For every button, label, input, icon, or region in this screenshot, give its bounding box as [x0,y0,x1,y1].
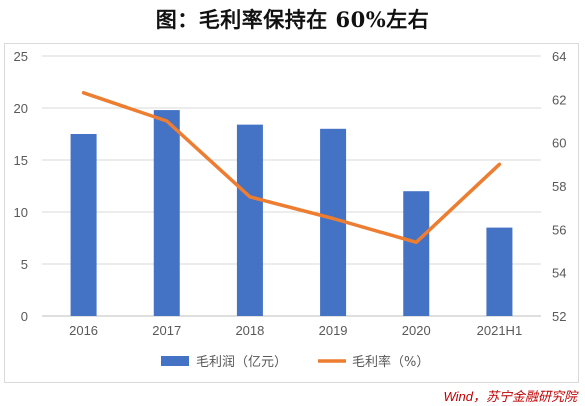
x-tick-label: 2019 [319,323,348,338]
left-tick-label: 25 [14,49,28,64]
bar [153,110,180,316]
left-tick-label: 0 [21,309,28,324]
right-tick-label: 62 [552,92,566,107]
bar [70,134,97,316]
bar [486,227,513,316]
left-tick-label: 10 [14,205,28,220]
legend: 毛利润（亿元） 毛利率（%） [161,354,429,370]
source-note: Wind，苏宁金融研究院 [443,389,577,404]
gridlines [42,55,541,317]
right-tick-label: 60 [552,136,566,151]
legend-label-line: 毛利率（%） [352,354,429,370]
chart-frame [4,43,579,383]
left-tick-label: 15 [14,153,28,168]
right-tick-label: 52 [552,309,566,324]
x-tick-label: 2016 [69,323,98,338]
right-tick-label: 56 [552,222,566,237]
x-tick-label: 2017 [152,323,181,338]
legend-label-bar: 毛利润（亿元） [196,355,287,370]
left-tick-label: 5 [21,257,28,272]
right-tick-label: 54 [552,266,566,281]
legend-swatch-bar [161,356,189,366]
line-path [81,91,502,245]
line-series [81,91,502,245]
x-tick-label: 2018 [235,323,264,338]
right-tick-label: 64 [552,49,566,64]
x-tick-label: 2020 [402,323,431,338]
bar [403,191,430,316]
left-tick-label: 20 [14,101,28,116]
chart-title: 图：毛利率保持在 60%左右 [155,7,430,32]
right-tick-label: 58 [552,179,566,194]
x-axis-ticks: 2016 2017 2018 2019 2020 2021H1 [69,323,522,338]
left-axis-ticks: 0 5 10 15 20 25 [14,49,28,324]
x-tick-label: 2021H1 [477,323,523,338]
bar [236,124,263,316]
right-axis-ticks: 52 54 56 58 60 62 64 [552,49,566,324]
